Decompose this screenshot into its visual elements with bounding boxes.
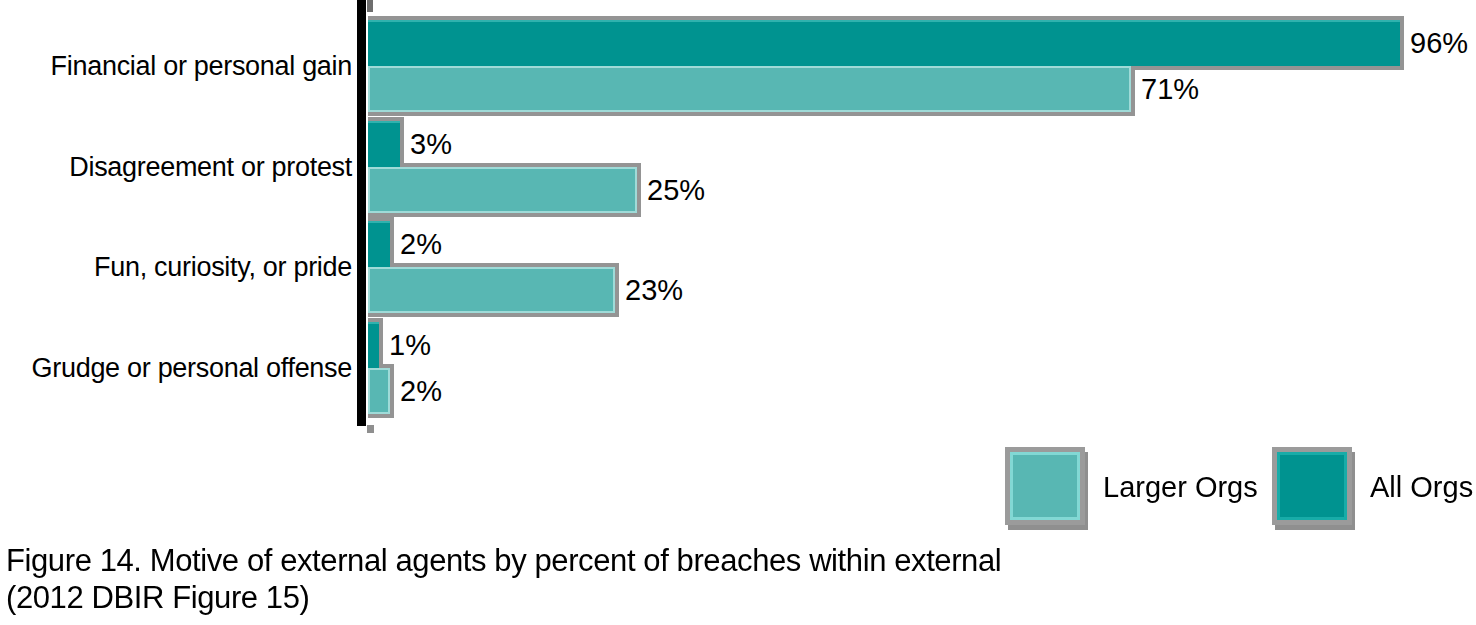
category-label: Disagreement or protest	[0, 121, 352, 213]
category-label: Financial or personal gain	[0, 20, 352, 112]
category-label: Grudge or personal offense	[0, 322, 352, 414]
bar-larger-orgs	[368, 66, 1131, 112]
value-label: 96%	[1410, 20, 1468, 66]
legend-label-all-orgs: All Orgs	[1370, 452, 1473, 522]
chart-figure: Financial or personal gain 96% 71% Disagree…	[0, 0, 1476, 625]
figure-caption: Figure 14. Motive of external agents by …	[6, 542, 1001, 616]
value-label: 2%	[400, 221, 442, 267]
value-label: 2%	[400, 368, 442, 414]
value-label: 3%	[410, 121, 452, 167]
bar-larger-orgs	[368, 167, 637, 213]
category-label: Fun, curiosity, or pride	[0, 221, 352, 313]
figure-caption-line1: Figure 14. Motive of external agents by …	[6, 542, 1001, 579]
bar-group: Financial or personal gain 96% 71%	[0, 20, 1476, 112]
value-label: 25%	[647, 167, 705, 213]
bar-all-orgs	[368, 20, 1400, 66]
bar-group: Fun, curiosity, or pride 2% 23%	[0, 221, 1476, 313]
bar-all-orgs	[368, 322, 379, 368]
legend-swatch-larger-orgs	[1010, 452, 1080, 520]
bar-larger-orgs	[368, 368, 390, 414]
bar-group: Grudge or personal offense 1%2%	[0, 322, 1476, 414]
bar-larger-orgs	[368, 267, 615, 313]
figure-caption-line2: (2012 DBIR Figure 15)	[6, 579, 1001, 616]
bar-group: Disagreement or protest 3% 25%	[0, 121, 1476, 213]
legend-label-larger-orgs: Larger Orgs	[1103, 452, 1258, 522]
axis-tick-bottom	[367, 425, 374, 433]
value-label: 1%	[389, 322, 431, 368]
bar-all-orgs	[368, 121, 400, 167]
value-label: 23%	[625, 267, 683, 313]
value-label: 71%	[1141, 66, 1199, 112]
legend-swatch-all-orgs	[1277, 452, 1347, 520]
axis-tick-top	[367, 0, 373, 12]
bar-all-orgs	[368, 221, 390, 267]
bar-chart-plot-area: Financial or personal gain 96% 71% Disagree…	[0, 0, 1476, 435]
